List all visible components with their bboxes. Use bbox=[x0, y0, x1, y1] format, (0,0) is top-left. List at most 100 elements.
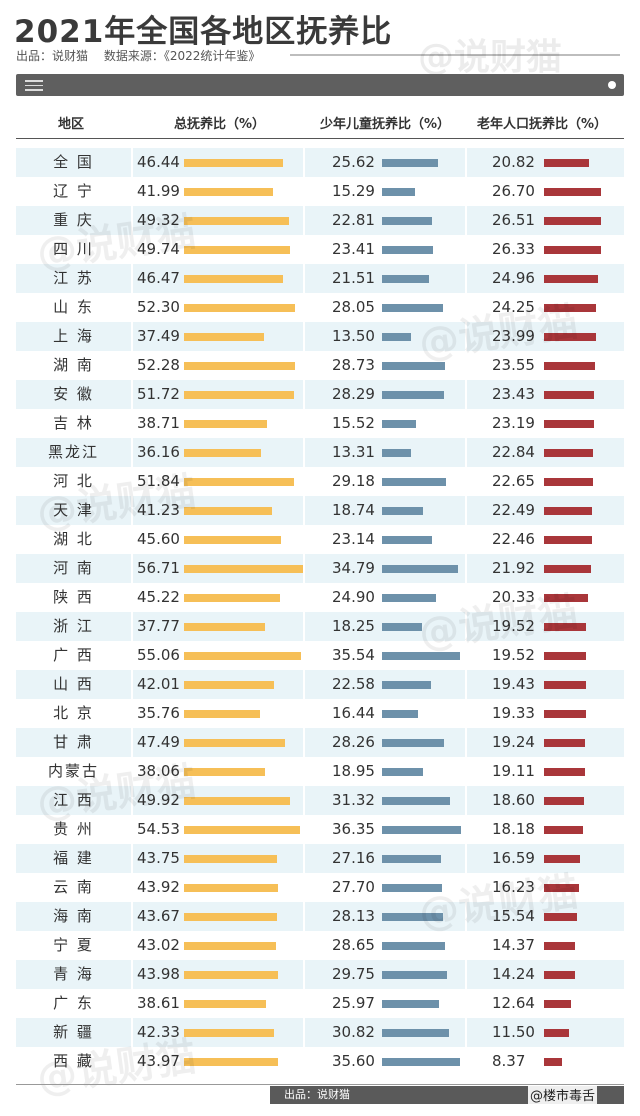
elderly-bar bbox=[544, 623, 586, 631]
elderly-value: 16.59 bbox=[492, 849, 535, 867]
elderly-value: 21.92 bbox=[492, 559, 535, 577]
column-divider bbox=[131, 148, 133, 1080]
total-value: 36.16 bbox=[137, 443, 180, 461]
child-value: 21.51 bbox=[332, 269, 375, 287]
total-value: 51.72 bbox=[137, 385, 180, 403]
child-value: 28.29 bbox=[332, 385, 375, 403]
header-elderly: 老年人口抚养比（%） bbox=[477, 117, 608, 132]
total-bar bbox=[184, 246, 290, 254]
table-row: 江 西 49.92 31.32 18.60 bbox=[16, 786, 624, 815]
table-row: 全 国 46.44 25.62 20.82 bbox=[16, 148, 624, 177]
elderly-value: 24.25 bbox=[492, 298, 535, 316]
region-cell: 重 庆 bbox=[53, 211, 94, 229]
menu-icon[interactable] bbox=[25, 80, 43, 91]
data-source: 数据来源：《2022统计年鉴》 bbox=[103, 49, 261, 63]
elderly-bar bbox=[544, 188, 602, 196]
total-bar bbox=[184, 188, 274, 196]
table-row: 宁 夏 43.02 28.65 14.37 bbox=[16, 931, 624, 960]
total-bar bbox=[184, 768, 266, 776]
child-value: 16.44 bbox=[332, 704, 375, 722]
region-cell: 陕 西 bbox=[53, 588, 94, 606]
child-bar bbox=[382, 1058, 460, 1066]
total-bar bbox=[184, 971, 278, 979]
region-cell: 河 南 bbox=[53, 559, 94, 577]
child-value: 29.18 bbox=[332, 472, 375, 490]
child-bar bbox=[382, 826, 462, 834]
child-value: 24.90 bbox=[332, 588, 375, 606]
footer-divider bbox=[16, 1084, 624, 1085]
elderly-bar bbox=[544, 913, 578, 921]
table-row: 安 徽 51.72 28.29 23.43 bbox=[16, 380, 624, 409]
source-label: 出品：说财猫 bbox=[16, 49, 89, 63]
child-bar bbox=[382, 768, 424, 776]
elderly-bar bbox=[544, 333, 596, 341]
region-cell: 云 南 bbox=[53, 878, 94, 896]
total-value: 55.06 bbox=[137, 646, 180, 664]
child-bar bbox=[382, 507, 423, 515]
table-row: 河 北 51.84 29.18 22.65 bbox=[16, 467, 624, 496]
elderly-value: 22.65 bbox=[492, 472, 535, 490]
table-row: 海 南 43.67 28.13 15.54 bbox=[16, 902, 624, 931]
child-value: 18.95 bbox=[332, 762, 375, 780]
elderly-bar bbox=[544, 507, 593, 515]
total-bar bbox=[184, 217, 290, 225]
child-value: 34.79 bbox=[332, 559, 375, 577]
table-row: 湖 北 45.60 23.14 22.46 bbox=[16, 525, 624, 554]
total-bar bbox=[184, 797, 291, 805]
table-row: 陕 西 45.22 24.90 20.33 bbox=[16, 583, 624, 612]
elderly-bar bbox=[544, 420, 594, 428]
total-bar bbox=[184, 449, 261, 457]
total-value: 38.71 bbox=[137, 414, 180, 432]
table-row: 甘 肃 47.49 28.26 19.24 bbox=[16, 728, 624, 757]
total-value: 43.67 bbox=[137, 907, 180, 925]
region-cell: 山 西 bbox=[53, 675, 94, 693]
child-value: 25.97 bbox=[332, 994, 375, 1012]
elderly-value: 18.18 bbox=[492, 820, 535, 838]
data-table: 全 国 46.44 25.62 20.82 辽 宁 41.99 15.29 26.70 重 庆 4… bbox=[16, 148, 624, 1076]
elderly-value: 12.64 bbox=[492, 994, 535, 1012]
elderly-bar bbox=[544, 739, 586, 747]
child-bar bbox=[382, 855, 442, 863]
elderly-value: 20.82 bbox=[492, 153, 535, 171]
total-value: 52.28 bbox=[137, 356, 180, 374]
child-value: 27.70 bbox=[332, 878, 375, 896]
child-value: 35.60 bbox=[332, 1052, 375, 1070]
child-bar bbox=[382, 333, 412, 341]
total-bar bbox=[184, 362, 296, 370]
child-value: 22.81 bbox=[332, 211, 375, 229]
total-value: 37.77 bbox=[137, 617, 180, 635]
child-value: 23.41 bbox=[332, 240, 375, 258]
elderly-value: 16.23 bbox=[492, 878, 535, 896]
child-value: 25.62 bbox=[332, 153, 375, 171]
total-bar bbox=[184, 333, 264, 341]
region-cell: 安 徽 bbox=[53, 385, 94, 403]
elderly-bar bbox=[544, 246, 601, 254]
total-bar bbox=[184, 304, 296, 312]
elderly-value: 23.55 bbox=[492, 356, 535, 374]
child-value: 28.26 bbox=[332, 733, 375, 751]
elderly-value: 14.37 bbox=[492, 936, 535, 954]
table-row: 内蒙古 38.06 18.95 19.11 bbox=[16, 757, 624, 786]
elderly-value: 18.60 bbox=[492, 791, 535, 809]
child-bar bbox=[382, 739, 444, 747]
region-cell: 湖 北 bbox=[53, 530, 94, 548]
total-bar bbox=[184, 478, 295, 486]
table-row: 天 津 41.23 18.74 22.49 bbox=[16, 496, 624, 525]
child-value: 13.50 bbox=[332, 327, 375, 345]
footer-text: 出品：说财猫 bbox=[284, 1088, 350, 1101]
elderly-bar bbox=[544, 855, 580, 863]
elderly-value: 15.54 bbox=[492, 907, 535, 925]
region-cell: 广 东 bbox=[53, 994, 94, 1012]
elderly-value: 19.33 bbox=[492, 704, 535, 722]
table-row: 广 西 55.06 35.54 19.52 bbox=[16, 641, 624, 670]
region-cell: 青 海 bbox=[53, 965, 94, 983]
region-cell: 甘 肃 bbox=[53, 733, 94, 751]
total-value: 42.33 bbox=[137, 1023, 180, 1041]
elderly-value: 26.70 bbox=[492, 182, 535, 200]
child-bar bbox=[382, 449, 411, 457]
dot-icon[interactable] bbox=[608, 81, 616, 89]
total-bar bbox=[184, 826, 301, 834]
region-cell: 西 藏 bbox=[53, 1052, 94, 1070]
header-divider bbox=[16, 138, 624, 139]
child-value: 15.52 bbox=[332, 414, 375, 432]
